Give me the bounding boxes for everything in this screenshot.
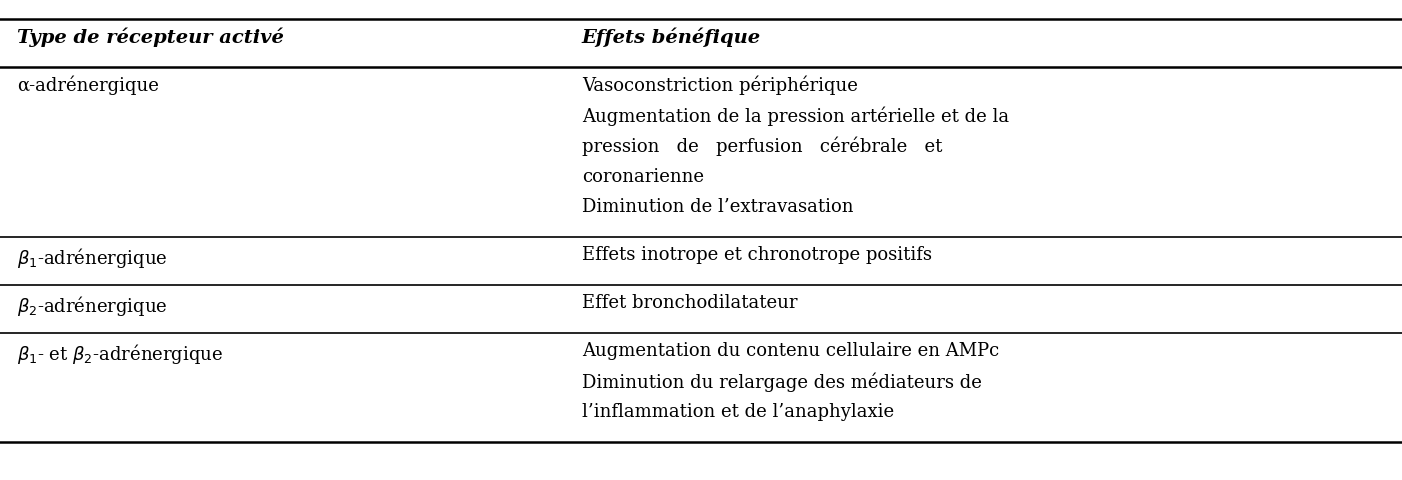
Text: $\beta_2$-adrénergique: $\beta_2$-adrénergique <box>17 294 167 318</box>
Text: Effet bronchodilatateur: Effet bronchodilatateur <box>582 294 798 312</box>
Text: Diminution de l’extravasation: Diminution de l’extravasation <box>582 198 854 216</box>
Text: Augmentation de la pression artérielle et de la: Augmentation de la pression artérielle e… <box>582 107 1009 126</box>
Text: $\beta_1$- et $\beta_2$-adrénergique: $\beta_1$- et $\beta_2$-adrénergique <box>17 342 223 366</box>
Text: Vasoconstriction périphérique: Vasoconstriction périphérique <box>582 76 858 96</box>
Text: Effets inotrope et chronotrope positifs: Effets inotrope et chronotrope positifs <box>582 246 932 264</box>
Text: Augmentation du contenu cellulaire en AMPc: Augmentation du contenu cellulaire en AM… <box>582 342 1000 360</box>
Text: coronarienne: coronarienne <box>582 168 704 185</box>
Text: α-adrénergique: α-adrénergique <box>17 76 158 96</box>
Text: Type de récepteur activé: Type de récepteur activé <box>17 28 283 48</box>
Text: Effets bénéfique: Effets bénéfique <box>582 28 761 48</box>
Text: $\beta_1$-adrénergique: $\beta_1$-adrénergique <box>17 246 167 270</box>
Text: Diminution du relargage des médiateurs de: Diminution du relargage des médiateurs d… <box>582 372 981 392</box>
Text: l’inflammation et de l’anaphylaxie: l’inflammation et de l’anaphylaxie <box>582 403 894 420</box>
Text: pression   de   perfusion   cérébrale   et: pression de perfusion cérébrale et <box>582 137 942 156</box>
